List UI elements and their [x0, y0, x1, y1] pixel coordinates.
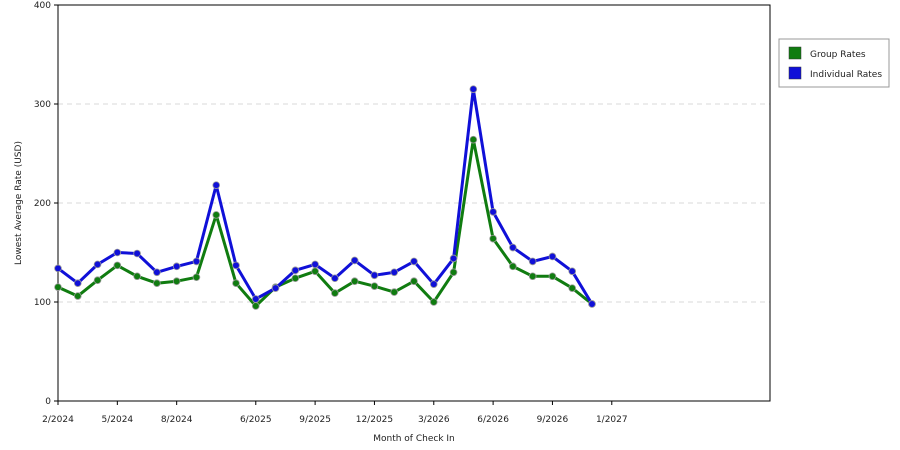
- individual-rates-point: [429, 280, 438, 288]
- individual-rates-point: [232, 261, 240, 270]
- individual-rates-point: [410, 257, 418, 266]
- x-tick-label: 6/2025: [240, 415, 272, 425]
- y-tick-label: 300: [34, 100, 51, 110]
- group-rates-point: [489, 234, 497, 243]
- group-rates-point: [528, 272, 537, 281]
- individual-rates-point: [271, 284, 280, 292]
- individual-rates-point: [469, 85, 478, 93]
- individual-rates-point: [212, 181, 221, 189]
- group-rates-point: [232, 279, 240, 287]
- group-rates-point: [548, 272, 557, 281]
- group-rates-point: [212, 211, 221, 219]
- y-axis-title: Lowest Average Rate (USD): [14, 141, 24, 265]
- group-rates-point: [153, 279, 161, 287]
- individual-rates-point: [350, 256, 359, 265]
- individual-rates-point: [54, 264, 62, 273]
- group-rates-point: [172, 277, 181, 286]
- x-tick-label: 9/2025: [299, 415, 331, 425]
- x-tick-label: 1/2027: [596, 415, 628, 425]
- group-rates-point: [113, 261, 122, 270]
- x-tick-label: 5/2024: [101, 415, 133, 425]
- individual-rates-legend-swatch: [788, 66, 802, 80]
- individual-rates-point: [73, 279, 82, 287]
- individual-rates-point: [588, 300, 596, 308]
- y-tick-label: 0: [45, 397, 51, 407]
- y-tick-label: 400: [34, 1, 51, 11]
- x-axis-title: Month of Check In: [373, 434, 455, 444]
- group-rates-point: [350, 277, 359, 286]
- individual-rates-point: [172, 262, 181, 271]
- group-rates-point: [410, 277, 418, 286]
- group-rates-point: [509, 262, 517, 271]
- group-rates-legend-swatch: [788, 46, 802, 60]
- grid-lines: [58, 103, 770, 303]
- individual-rates-legend-label: Individual Rates: [810, 70, 882, 80]
- group-rates-point: [93, 276, 102, 285]
- group-rates-point: [429, 298, 438, 306]
- group-rates-legend-label: Group Rates: [810, 50, 866, 60]
- individual-rates-point: [113, 248, 122, 257]
- group-rates-point: [311, 267, 319, 276]
- legend: Group Rates Individual Rates: [778, 38, 890, 88]
- individual-rates-point: [192, 257, 201, 266]
- group-rates-point: [331, 289, 339, 297]
- series-layer: [54, 85, 596, 310]
- individual-rates-point: [251, 295, 260, 303]
- group-rates-point: [73, 292, 82, 300]
- group-rates-point: [54, 283, 62, 291]
- axis-ticks: 0 100 200 300 400 2/2024 5/2024 8/2024 6/2025 9/2…: [34, 1, 628, 425]
- group-rates-point: [390, 288, 399, 296]
- individual-rates-point: [449, 254, 458, 263]
- individual-rates-point: [93, 260, 102, 269]
- x-tick-label: 6/2026: [477, 415, 509, 425]
- group-rates-point: [133, 272, 141, 281]
- group-rates-point: [469, 135, 478, 144]
- individual-rates-point: [548, 252, 557, 261]
- x-tick-label: 3/2026: [418, 415, 450, 425]
- individual-rates-point: [528, 257, 537, 266]
- individual-rates-point: [133, 249, 141, 258]
- group-rates-point: [291, 274, 300, 283]
- x-tick-label: 12/2025: [356, 415, 393, 425]
- group-rates-line: [57, 138, 593, 308]
- group-rates-point: [449, 268, 458, 277]
- y-tick-label: 100: [34, 298, 51, 308]
- individual-rates-point: [509, 243, 517, 252]
- x-tick-label: 2/2024: [42, 415, 74, 425]
- group-rates-point: [568, 284, 577, 292]
- individual-rates-point: [390, 268, 399, 277]
- individual-rates-point: [489, 208, 497, 216]
- individual-rates-point: [153, 268, 161, 277]
- x-tick-label: 9/2026: [537, 415, 569, 425]
- group-rates-point: [251, 302, 260, 310]
- individual-rates-point: [568, 267, 577, 276]
- individual-rates-point: [311, 260, 319, 269]
- individual-rates-line: [57, 87, 594, 305]
- group-rates-point: [192, 273, 201, 282]
- individual-rates-point: [291, 266, 300, 275]
- individual-rates-point: [331, 274, 339, 283]
- y-tick-label: 200: [34, 199, 51, 209]
- x-tick-label: 8/2024: [161, 415, 193, 425]
- group-rates-point: [370, 282, 379, 290]
- individual-rates-point: [370, 271, 379, 280]
